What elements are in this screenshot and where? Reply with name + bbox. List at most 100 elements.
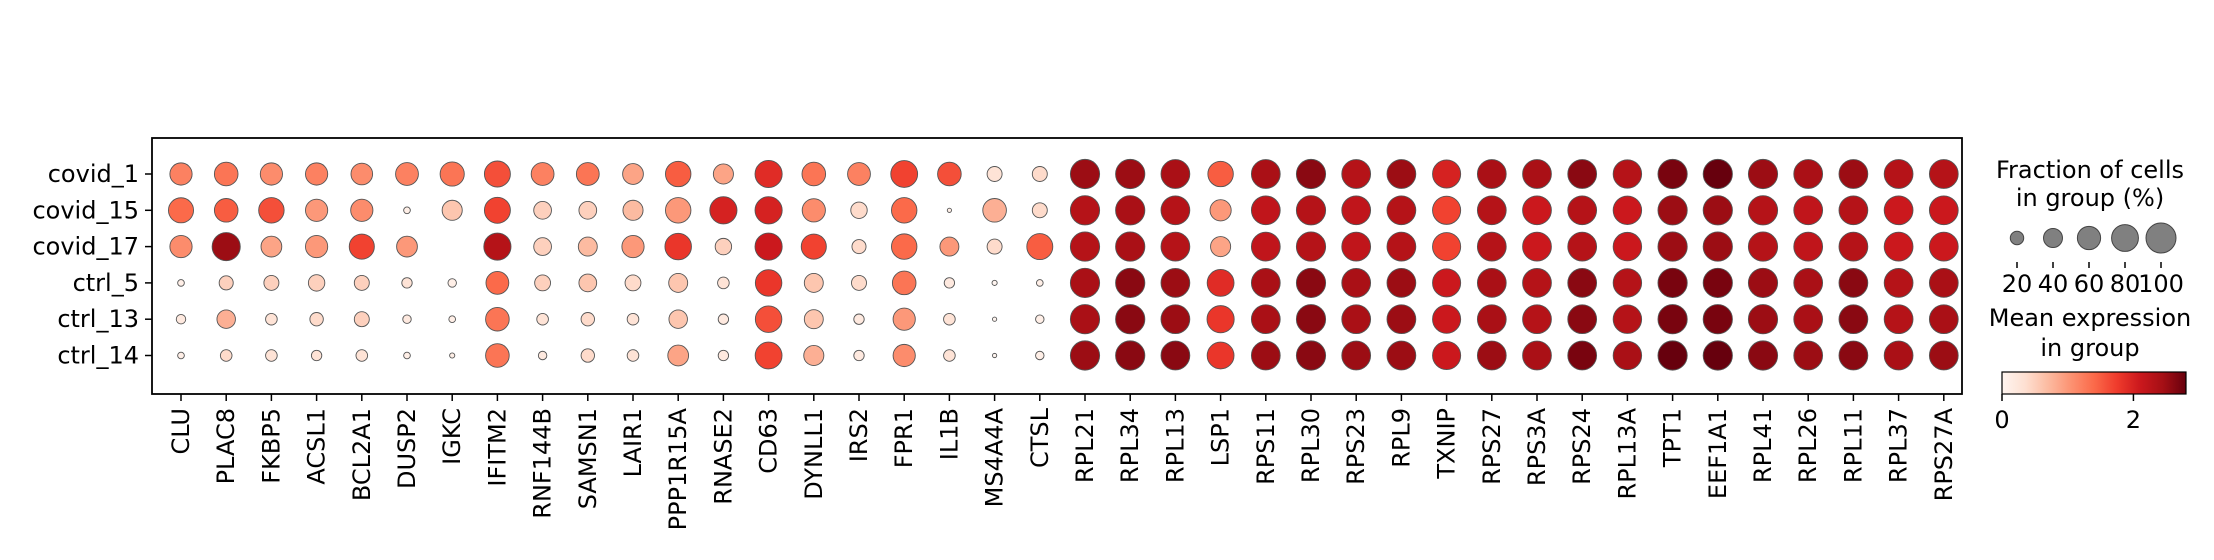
- dot-ctrl_13-rpl13a: [1612, 304, 1643, 334]
- x-tick-label-rps23: RPS23: [1342, 408, 1370, 485]
- dot-ctrl_13-cd63: [754, 305, 783, 333]
- dot-ctrl_13-irs2: [853, 313, 865, 325]
- size-legend-label-40: 40: [2038, 270, 2069, 298]
- dot-ctrl_13-rps11: [1250, 304, 1281, 335]
- dot-covid_1-samsn1: [575, 162, 600, 186]
- dot-ctrl_14-plac8: [219, 349, 233, 362]
- dot-covid_15-rnase2: [709, 196, 738, 225]
- dot-ctrl_13-rpl34: [1115, 304, 1146, 335]
- dot-covid_17-rpl26: [1793, 231, 1824, 262]
- dot-covid_1-irs2: [847, 162, 871, 186]
- y-tick-label-covid_1: covid_1: [48, 160, 139, 188]
- dot-covid_17-rpl13a: [1612, 231, 1643, 262]
- dot-ctrl_5-igkc: [447, 278, 457, 288]
- dot-ctrl_5-ms4a4a: [991, 279, 998, 286]
- x-tick-label-txnip: TXNIP: [1433, 408, 1461, 480]
- dot-covid_17-rps11: [1250, 231, 1281, 262]
- dot-covid_1-rps27: [1476, 159, 1507, 189]
- dot-ctrl_13-dusp2: [402, 314, 412, 324]
- dot-covid_17-rnase2: [714, 237, 733, 256]
- dot-ctrl_14-ctsl: [1035, 350, 1045, 361]
- dot-covid_1-rps3a: [1522, 159, 1552, 189]
- x-tick-label-irs2: IRS2: [845, 408, 873, 462]
- x-tick-label-clu: CLU: [167, 408, 195, 455]
- dot-ctrl_13-acsl1: [309, 312, 324, 327]
- dot-covid_1-fkbp5: [259, 162, 283, 186]
- dot-ctrl_5-irs2: [851, 274, 867, 291]
- x-tick-label-ifitm2: IFITM2: [483, 408, 511, 487]
- dot-ctrl_14-rpl13: [1160, 340, 1191, 371]
- dot-covid_15-lair1: [622, 199, 644, 221]
- dot-covid_17-rps27a: [1928, 231, 1959, 262]
- dot-ctrl_5-fpr1: [891, 270, 917, 296]
- dot-ctrl_14-eef1a1: [1702, 340, 1733, 371]
- dot-covid_15-rps27a: [1928, 195, 1959, 226]
- dot-ctrl_13-fkbp5: [265, 312, 278, 326]
- dot-covid_1-cd63: [754, 159, 783, 189]
- dot-covid_15-samsn1: [578, 200, 598, 220]
- dot-covid_17-ifitm2: [483, 232, 512, 261]
- x-tick-label-il1b: IL1B: [935, 408, 963, 460]
- dot-ctrl_14-dynll1: [803, 344, 825, 367]
- x-tick-label-bcl2a1: BCL2A1: [348, 408, 376, 501]
- dot-ctrl_14-lsp1: [1206, 341, 1235, 370]
- dot-ctrl_5-rpl21: [1069, 267, 1101, 298]
- dot-covid_1-il1b: [937, 161, 962, 187]
- dot-ctrl_5-eef1a1: [1702, 267, 1733, 298]
- dot-covid_17-rpl21: [1069, 231, 1101, 262]
- dot-ctrl_14-fpr1: [892, 343, 916, 368]
- dot-covid_17-txnip: [1432, 232, 1462, 262]
- dot-covid_15-rps23: [1341, 195, 1372, 226]
- x-tick-label-rps27: RPS27: [1478, 408, 1506, 485]
- dot-covid_15-rpl34: [1115, 195, 1146, 226]
- dot-ctrl_13-rps24: [1567, 304, 1598, 335]
- dot-covid_1-rpl21: [1069, 158, 1101, 190]
- x-tick-label-rpl13a: RPL13A: [1613, 407, 1641, 499]
- x-tick-label-fkbp5: FKBP5: [257, 408, 285, 484]
- dot-covid_15-rps27: [1476, 195, 1507, 226]
- dot-covid_15-rpl26: [1793, 195, 1824, 226]
- dot-ctrl_13-rps3a: [1522, 304, 1552, 335]
- colorbar-tick-label-0: 0: [1994, 406, 2009, 434]
- dot-covid_15-rpl21: [1069, 195, 1101, 226]
- dot-covid_17-rps23: [1341, 231, 1372, 262]
- dot-ctrl_14-clu: [177, 351, 185, 360]
- dot-covid_17-rnf144b: [533, 237, 552, 256]
- dot-covid_17-lair1: [621, 235, 645, 259]
- dot-ctrl_14-rpl37: [1883, 340, 1914, 371]
- x-tick-label-ctsl: CTSL: [1026, 407, 1054, 468]
- dot-covid_15-rps3a: [1522, 195, 1552, 226]
- dot-covid_15-ifitm2: [483, 196, 511, 224]
- dot-ctrl_13-rpl11: [1838, 304, 1869, 335]
- dot-covid_1-ifitm2: [483, 160, 511, 188]
- dot-covid_17-lsp1: [1210, 236, 1232, 258]
- dot-ctrl_13-rnf144b: [536, 312, 549, 326]
- dot-ctrl_13-rpl30: [1295, 304, 1327, 335]
- x-tick-label-rpl41: RPL41: [1749, 408, 1777, 483]
- dot-ctrl_13-rps27: [1476, 304, 1507, 335]
- dot-ctrl_14-bcl2a1: [355, 349, 369, 362]
- dot-covid_1-rnase2: [712, 163, 734, 185]
- x-tick-label-plac8: PLAC8: [212, 408, 240, 484]
- dot-ctrl_14-rpl9: [1386, 340, 1417, 371]
- dot-ctrl_5-il1b: [943, 277, 956, 289]
- dot-covid_15-rps24: [1567, 195, 1598, 226]
- dot-ctrl_13-rps23: [1341, 304, 1372, 335]
- dot-ctrl_5-rpl11: [1838, 268, 1869, 298]
- dot-ctrl_14-rnase2: [717, 349, 730, 362]
- dot-ctrl_13-bcl2a1: [353, 311, 370, 328]
- x-tick-label-eef1a1: EEF1A1: [1704, 408, 1732, 499]
- dot-covid_15-ms4a4a: [982, 198, 1007, 223]
- x-tick-label-acsl1: ACSL1: [303, 408, 331, 485]
- dot-covid_15-plac8: [213, 198, 239, 223]
- dot-covid_1-rpl11: [1838, 159, 1869, 189]
- dot-covid_17-fkbp5: [260, 235, 283, 258]
- y-tick-label-ctrl_14: ctrl_14: [57, 342, 139, 370]
- dot-covid_17-ctsl: [1026, 233, 1054, 261]
- size-legend-label-60: 60: [2074, 270, 2105, 298]
- size-legend-title-line2: in group (%): [2016, 184, 2164, 212]
- dot-ctrl_13-tpt1: [1657, 304, 1688, 335]
- size-legend-dot-60: [2076, 225, 2102, 251]
- dot-covid_17-rpl13: [1160, 231, 1191, 262]
